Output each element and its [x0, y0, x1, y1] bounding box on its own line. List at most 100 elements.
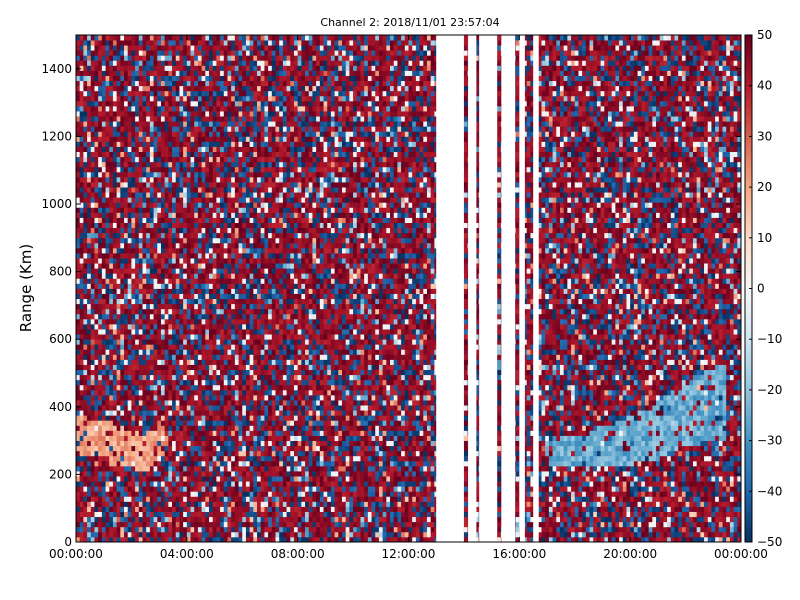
heatmap-cell: [160, 465, 166, 472]
heatmap-cell: [116, 293, 121, 300]
heatmap-cell: [131, 197, 136, 203]
heatmap-cell: [90, 531, 95, 538]
heatmap-cell: [116, 136, 121, 142]
heatmap-cell: [227, 389, 232, 396]
heatmap-cell: [87, 166, 92, 173]
heatmap-cell: [234, 85, 239, 92]
heatmap-cell: [79, 253, 84, 259]
heatmap-cell: [172, 455, 177, 462]
heatmap-cell: [164, 334, 169, 340]
heatmap-cell: [164, 430, 169, 436]
heatmap-cell: [186, 232, 191, 239]
heatmap-cell: [124, 65, 129, 71]
heatmap-cell: [157, 207, 162, 213]
heatmap-cell: [179, 339, 184, 345]
heatmap-cell: [142, 182, 147, 188]
heatmap-cell: [149, 50, 154, 56]
heatmap-cell: [205, 486, 210, 492]
heatmap-cell: [109, 237, 114, 244]
heatmap-cell: [253, 349, 258, 355]
heatmap-cell: [98, 496, 103, 502]
heatmap-cell: [142, 394, 147, 401]
heatmap-cell: [94, 55, 99, 61]
heatmap-cell: [101, 278, 106, 284]
heatmap-cell: [186, 339, 191, 345]
heatmap-cell: [164, 273, 169, 279]
heatmap-cell: [197, 531, 203, 538]
heatmap-cell: [112, 75, 118, 82]
heatmap-cell: [172, 521, 177, 528]
heatmap-cell: [94, 258, 99, 264]
heatmap-cell: [175, 105, 180, 112]
heatmap-cell: [212, 126, 217, 132]
heatmap-cell: [216, 430, 221, 436]
heatmap-cell: [142, 227, 147, 234]
heatmap-cell: [153, 263, 158, 269]
heatmap-cell: [101, 384, 106, 391]
heatmap-cell: [253, 111, 258, 117]
heatmap-cell: [231, 511, 236, 518]
heatmap-cell: [138, 501, 143, 507]
heatmap-cell: [109, 410, 114, 416]
heatmap-cell: [209, 389, 214, 396]
heatmap-cell: [105, 247, 110, 254]
heatmap-cell: [209, 166, 214, 173]
heatmap-cell: [76, 278, 81, 284]
heatmap-cell: [205, 263, 210, 269]
heatmap-cell: [109, 369, 114, 376]
heatmap-cell: [164, 526, 169, 533]
heatmap-cell: [253, 521, 258, 528]
heatmap-cell: [242, 531, 247, 538]
heatmap-cell: [197, 90, 203, 97]
heatmap-cell: [153, 237, 158, 244]
heatmap-cell: [112, 151, 118, 158]
heatmap-cell: [242, 176, 247, 183]
heatmap-cell: [138, 232, 143, 239]
heatmap-cell: [160, 344, 166, 350]
heatmap-cell: [190, 166, 195, 173]
heatmap-cell: [101, 212, 106, 218]
heatmap-cell: [242, 100, 247, 107]
heatmap-cell: [149, 516, 154, 523]
heatmap-cell: [245, 232, 251, 239]
heatmap-cell: [205, 471, 210, 477]
heatmap-cell: [194, 105, 199, 112]
heatmap-cell: [245, 197, 251, 203]
heatmap-cell: [138, 268, 143, 274]
heatmap-cell: [245, 288, 251, 294]
heatmap-cell: [175, 349, 180, 355]
heatmap-cell: [138, 481, 143, 487]
heatmap-cell: [220, 283, 225, 289]
heatmap-cell: [197, 420, 203, 426]
heatmap-cell: [205, 288, 210, 294]
heatmap-cell: [168, 379, 173, 386]
heatmap-cell: [253, 116, 258, 122]
heatmap-cell: [142, 334, 147, 340]
heatmap-cell: [90, 182, 95, 188]
heatmap-cell: [124, 197, 129, 203]
heatmap-cell: [197, 303, 203, 310]
heatmap-cell: [98, 389, 103, 396]
heatmap-cell: [216, 293, 221, 300]
heatmap-cell: [257, 247, 262, 254]
heatmap-cell: [120, 242, 125, 249]
heatmap-cell: [157, 369, 162, 376]
heatmap-cell: [149, 116, 154, 122]
heatmap-cell: [220, 247, 225, 254]
heatmap-cell: [112, 116, 118, 122]
heatmap-cell: [142, 536, 147, 543]
heatmap-cell: [124, 511, 129, 518]
heatmap-cell: [105, 323, 110, 330]
heatmap-cell: [227, 526, 232, 533]
heatmap-cell: [201, 70, 206, 76]
heatmap-cell: [124, 126, 129, 132]
heatmap-cell: [112, 288, 118, 294]
heatmap-cell: [157, 121, 162, 127]
heatmap-cell: [183, 232, 188, 239]
heatmap-cell: [142, 268, 147, 274]
heatmap-cell: [146, 344, 151, 350]
heatmap-cell: [116, 318, 121, 325]
heatmap-cell: [160, 192, 166, 198]
heatmap-cell: [201, 85, 206, 92]
heatmap-cell: [164, 217, 169, 223]
